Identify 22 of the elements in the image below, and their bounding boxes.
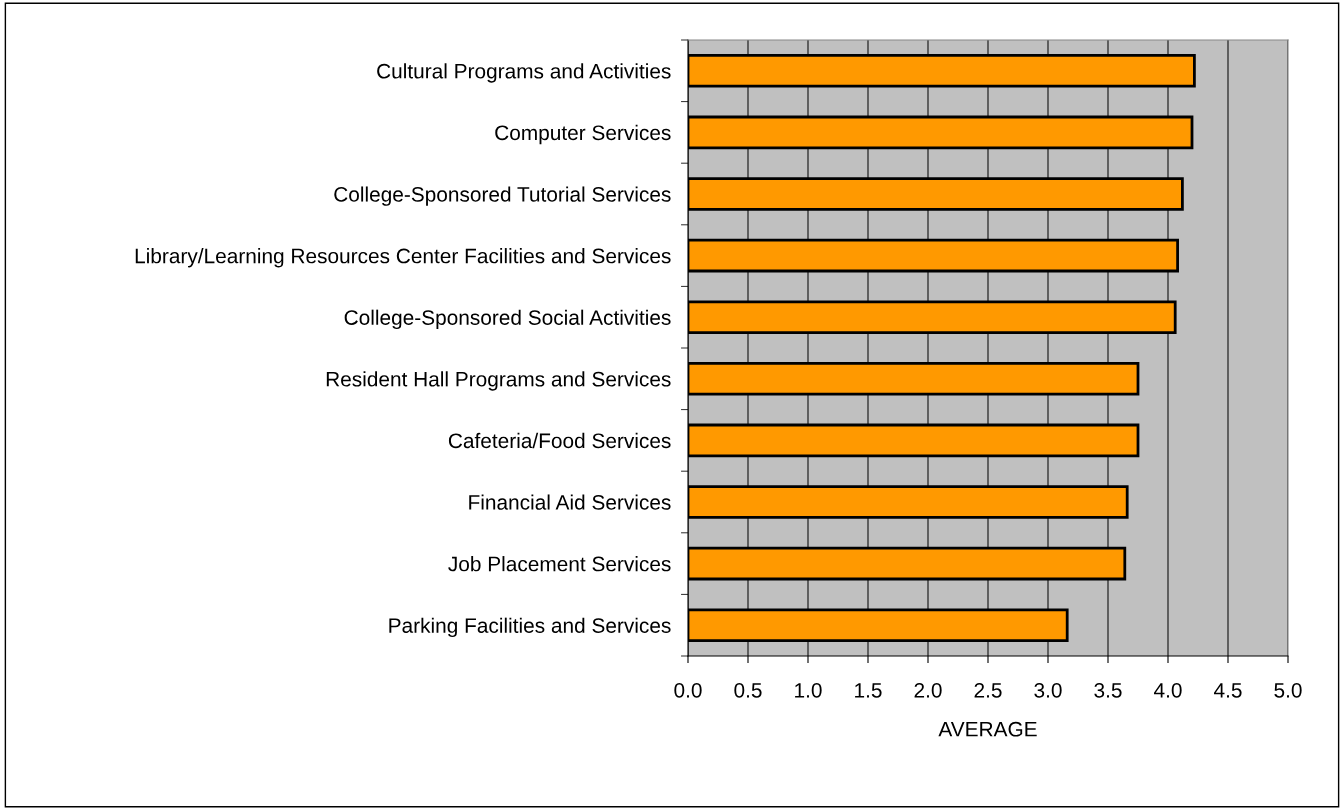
x-axis-title: AVERAGE — [938, 721, 1037, 737]
y-tick-label: College-Sponsored Tutorial Services — [334, 186, 671, 206]
y-tick-label: Resident Hall Programs and Services — [326, 371, 671, 391]
x-tick-label: 0.0 — [674, 682, 702, 698]
y-tick-label: College-Sponsored Social Activities — [344, 309, 671, 330]
x-tick-label: 5.0 — [1274, 682, 1302, 698]
y-tick-label: Cultural Programs and Activities — [377, 63, 671, 83]
x-tick-label: 3.0 — [1034, 682, 1062, 698]
y-tick-label: Job Placement Services — [448, 556, 671, 572]
y-tick-label: Library/Learning Resources Center Facilities and Services — [135, 248, 671, 268]
x-tick-label: 4.5 — [1214, 683, 1242, 698]
y-tick-label: Cafeteria/Food Services — [448, 432, 671, 449]
y-tick-label: Financial Aid Services — [469, 494, 671, 510]
x-tick-label: 1.5 — [855, 683, 882, 698]
x-tick-label: 0.5 — [734, 682, 762, 698]
x-tick-label: 1.0 — [795, 682, 822, 698]
x-tick-label: 2.5 — [974, 682, 1002, 698]
x-tick-label: 3.5 — [1094, 682, 1122, 698]
y-tick-label: Computer Services — [495, 124, 671, 145]
x-tick-label: 2.0 — [914, 682, 942, 698]
y-tick-label: Parking Facilities and Services — [389, 617, 671, 638]
x-tick-label: 4.0 — [1154, 682, 1182, 698]
